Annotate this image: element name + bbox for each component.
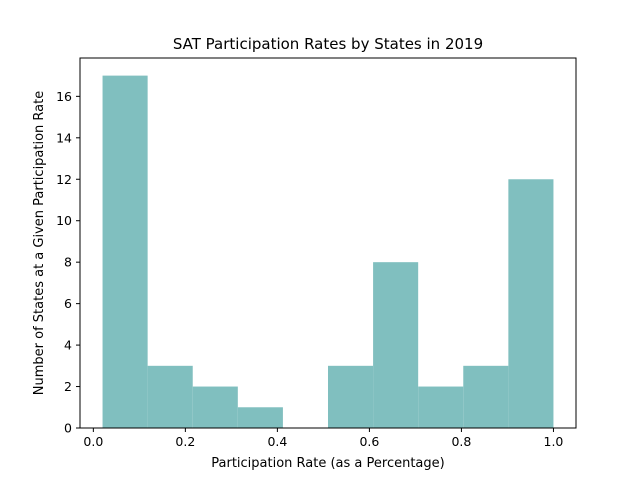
y-tick-label: 12 <box>56 172 72 187</box>
histogram-bar <box>463 365 509 428</box>
x-tick-label: 0.2 <box>175 434 195 449</box>
histogram-bar <box>102 75 148 428</box>
plot-frame <box>79 57 577 429</box>
y-tick-label: 14 <box>56 130 72 145</box>
histogram-bar <box>237 407 283 428</box>
y-axis-label: Number of States at a Given Participatio… <box>32 91 47 395</box>
y-tick-label: 2 <box>64 379 72 394</box>
histogram-bar <box>373 262 419 428</box>
x-tick-label: 0.0 <box>83 434 103 449</box>
x-axis-ticks: 0.0 0.2 0.4 0.6 0.8 1.0 <box>83 428 563 449</box>
histogram-bar <box>418 386 464 428</box>
histogram-bar <box>192 386 238 428</box>
histogram-bar <box>328 365 374 428</box>
y-tick-label: 6 <box>64 296 72 311</box>
y-tick-label: 10 <box>56 213 72 228</box>
y-tick-label: 8 <box>64 255 72 270</box>
histogram-bar <box>147 365 193 428</box>
x-tick-label: 0.8 <box>451 434 471 449</box>
y-axis-ticks: 0 2 4 6 8 10 12 14 16 <box>56 89 80 436</box>
x-tick-label: 0.6 <box>359 434 379 449</box>
y-tick-label: 4 <box>64 338 72 353</box>
x-axis-label: Participation Rate (as a Percentage) <box>211 456 444 471</box>
x-tick-label: 1.0 <box>544 434 564 449</box>
histogram-bar <box>508 179 554 428</box>
y-tick-label: 0 <box>64 421 72 436</box>
chart-title: SAT Participation Rates by States in 201… <box>173 35 483 53</box>
bars-group <box>102 75 554 428</box>
x-tick-label: 0.4 <box>267 434 287 449</box>
y-tick-label: 16 <box>56 89 72 104</box>
